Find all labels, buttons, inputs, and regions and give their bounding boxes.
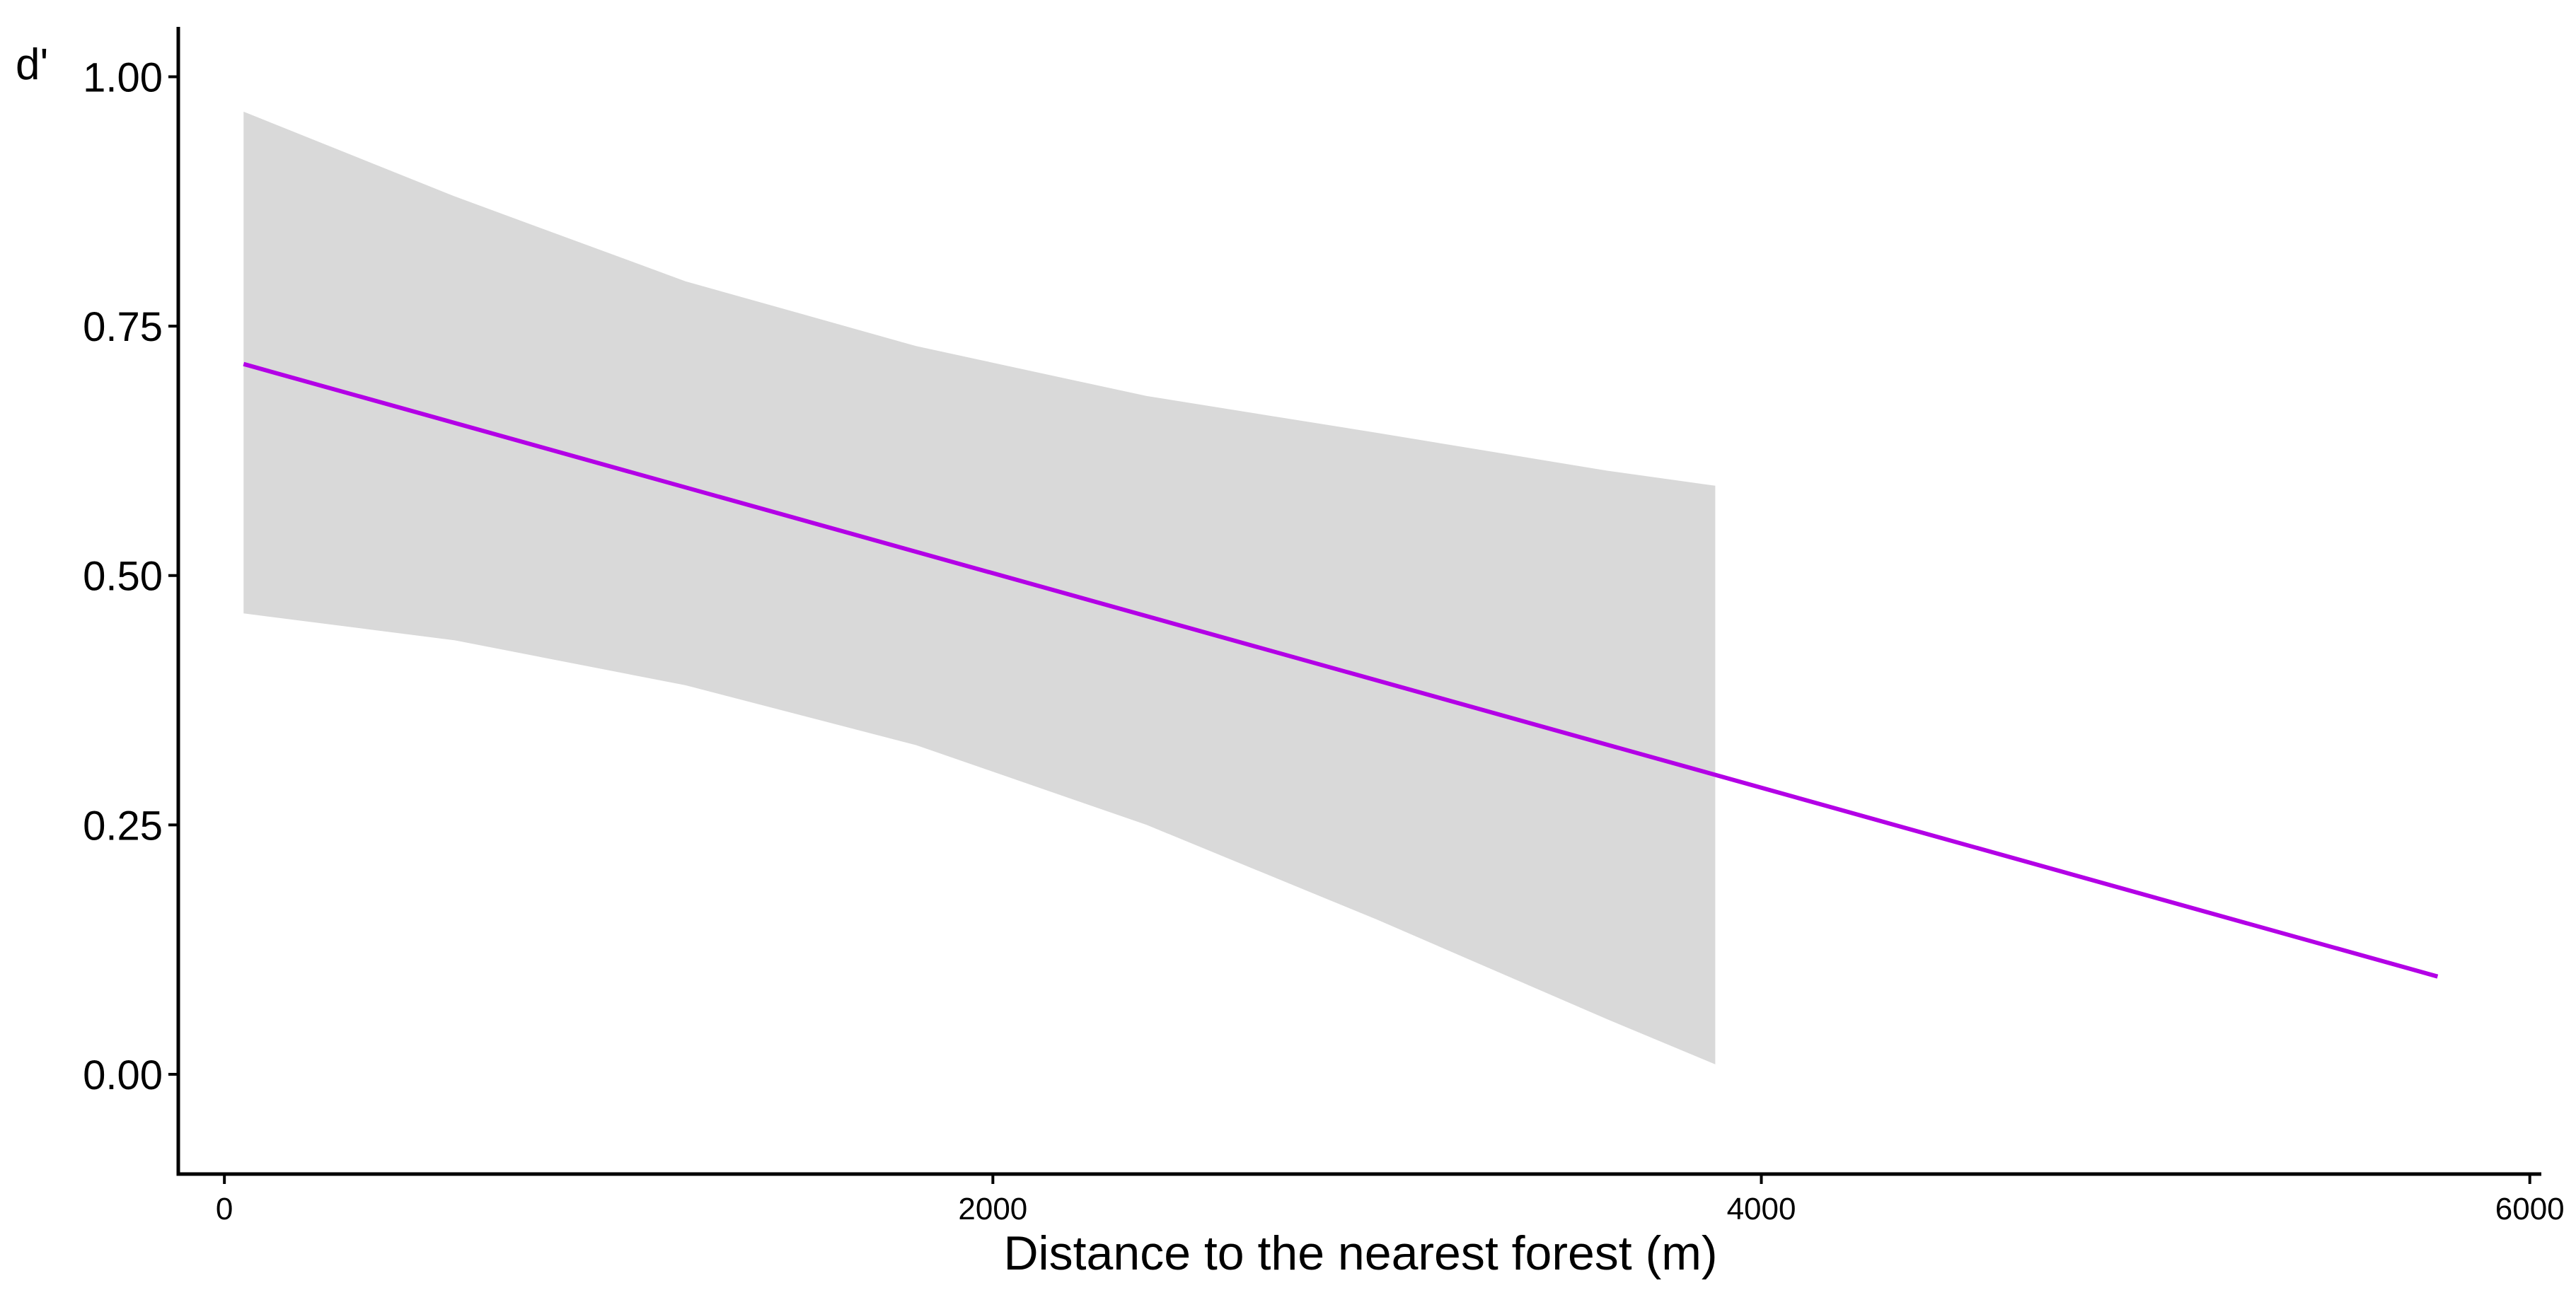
y-axis-ticks: 0.00 0.25 0.50 0.75 1.00 <box>83 55 178 1098</box>
confidence-band <box>243 111 1716 1064</box>
series-line-0 <box>243 361 2439 979</box>
y-axis-title: d' <box>16 40 48 89</box>
y-tick-label: 0.75 <box>83 304 163 350</box>
x-tick-label: 2000 <box>958 1192 1027 1226</box>
x-tick-label: 4000 <box>1727 1192 1796 1226</box>
series-layer <box>243 361 2439 979</box>
x-axis-ticks: 0 2000 4000 6000 <box>216 1174 2565 1226</box>
x-axis-title: Distance to the nearest forest (m) <box>1003 1226 1717 1280</box>
confidence-band-layer <box>243 111 1716 1064</box>
y-tick-label: 0.00 <box>83 1052 163 1098</box>
y-tick-label: 0.25 <box>83 803 163 849</box>
y-tick-label: 0.50 <box>83 554 163 600</box>
x-tick-label: 0 <box>216 1192 233 1226</box>
y-tick-label: 1.00 <box>83 55 163 101</box>
x-tick-label: 6000 <box>2495 1192 2565 1226</box>
